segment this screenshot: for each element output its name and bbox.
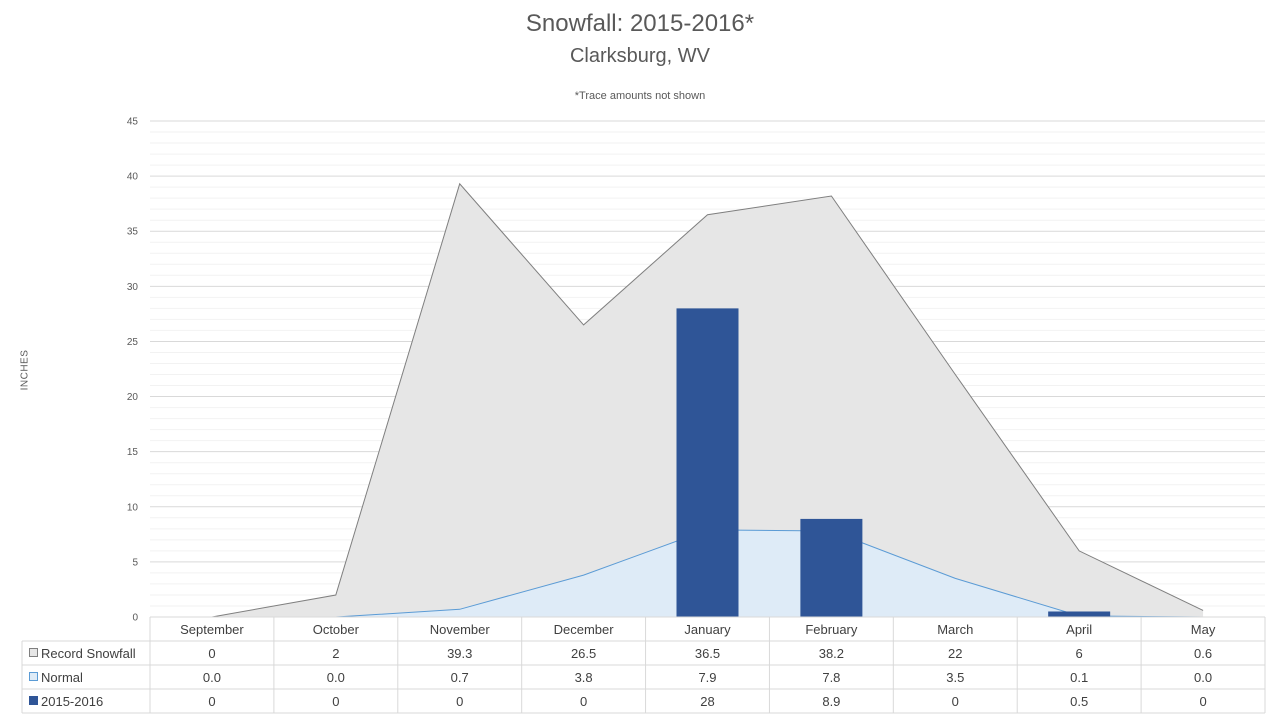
x-tick-label: November — [430, 622, 491, 637]
record-snowfall-legend-key — [29, 648, 38, 657]
x-tick-label: January — [684, 622, 731, 637]
data-label: 3.5 — [946, 670, 964, 685]
data-label: 0 — [456, 694, 463, 709]
data-label: 0.0 — [327, 670, 345, 685]
y-tick-label: 15 — [127, 447, 139, 458]
y-tick-label: 40 — [127, 172, 139, 183]
data-label: 6 — [1076, 646, 1083, 661]
chart-note: *Trace amounts not shown — [574, 90, 706, 102]
record-snowfall-legend-label: Record Snowfall — [41, 646, 136, 661]
bar-february — [800, 518, 863, 617]
y-tick-label: 20 — [127, 392, 139, 403]
data-label: 7.8 — [822, 670, 840, 685]
data-label: 38.2 — [819, 646, 844, 661]
data-label: 26.5 — [571, 646, 596, 661]
normal-legend-label: Normal — [41, 670, 83, 685]
y-tick-label: 45 — [127, 117, 139, 128]
data-label: 0 — [332, 694, 339, 709]
data-label: 0.0 — [203, 670, 221, 685]
y-tick-label: 10 — [127, 502, 139, 513]
data-label: 0 — [1199, 694, 1206, 709]
data-label: 0.0 — [1194, 670, 1212, 685]
y-tick-label: 35 — [127, 227, 139, 238]
data-label: 0 — [580, 694, 587, 709]
x-tick-label: October — [313, 622, 360, 637]
x-tick-label: May — [1191, 622, 1216, 637]
data-label: 0.6 — [1194, 646, 1212, 661]
data-label: 0 — [208, 646, 215, 661]
bar-april — [1048, 611, 1111, 617]
normal-legend-key — [29, 672, 38, 681]
bar-january — [676, 308, 739, 617]
data-label: 0 — [208, 694, 215, 709]
data-label: 0.7 — [451, 670, 469, 685]
x-tick-label: September — [180, 622, 244, 637]
data-label: 28 — [700, 694, 714, 709]
x-tick-label: February — [805, 622, 858, 637]
y-tick-label: 5 — [132, 557, 138, 568]
data-label: 2 — [332, 646, 339, 661]
chart-title: Snowfall: 2015-2016* — [525, 10, 755, 37]
data-label: 7.9 — [698, 670, 716, 685]
y-tick-label: 25 — [127, 337, 139, 348]
2015-2016-legend-key — [29, 696, 38, 705]
data-label: 22 — [948, 646, 962, 661]
data-label: 0 — [952, 694, 959, 709]
data-label: 0.1 — [1070, 670, 1088, 685]
data-label: 39.3 — [447, 646, 472, 661]
record-snowfall-line — [211, 182, 1204, 618]
2015-2016-legend-label: 2015-2016 — [41, 694, 103, 709]
y-tick-label: 30 — [127, 282, 139, 293]
chart-subtitle: Clarksburg, WV — [569, 45, 711, 67]
data-label: 0.5 — [1070, 694, 1088, 709]
data-label: 36.5 — [695, 646, 720, 661]
data-label: 8.9 — [822, 694, 840, 709]
x-tick-label: April — [1066, 622, 1092, 637]
x-tick-label: December — [554, 622, 615, 637]
x-tick-label: March — [937, 622, 973, 637]
y-tick-label: 0 — [132, 613, 138, 624]
data-label: 3.8 — [575, 670, 593, 685]
